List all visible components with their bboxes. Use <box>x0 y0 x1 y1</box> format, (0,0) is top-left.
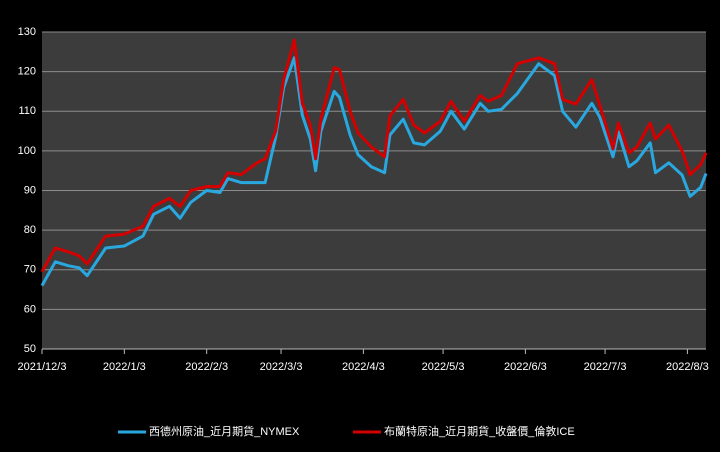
y-tick-label: 130 <box>18 26 36 38</box>
y-tick-label: 120 <box>18 66 36 78</box>
y-tick-label: 110 <box>18 105 36 117</box>
y-tick-label: 60 <box>24 303 36 315</box>
y-tick-label: 50 <box>24 343 36 355</box>
y-tick-label: 100 <box>18 145 36 157</box>
series-line <box>40 56 708 287</box>
x-tick-label: 2022/3/3 <box>260 361 303 373</box>
x-tick-label: 2022/4/3 <box>342 361 385 373</box>
legend-label: 布蘭特原油_近月期貨_收盤價_倫敦ICE <box>384 424 575 438</box>
series-line <box>40 38 708 273</box>
x-tick-label: 2022/2/3 <box>185 361 228 373</box>
y-tick-label: 70 <box>24 264 36 276</box>
x-tick-label: 2022/8/3 <box>666 361 709 373</box>
x-tick-label: 2021/12/3 <box>18 361 67 373</box>
x-tick-label: 2022/1/3 <box>103 361 146 373</box>
y-tick-label: 90 <box>24 184 36 196</box>
legend-label: 西德州原油_近月期貨_NYMEX <box>149 424 300 438</box>
x-tick-label: 2022/6/3 <box>504 361 547 373</box>
x-tick-label: 2022/7/3 <box>584 361 627 373</box>
y-tick-label: 80 <box>24 224 36 236</box>
x-tick-label: 2022/5/3 <box>422 361 465 373</box>
